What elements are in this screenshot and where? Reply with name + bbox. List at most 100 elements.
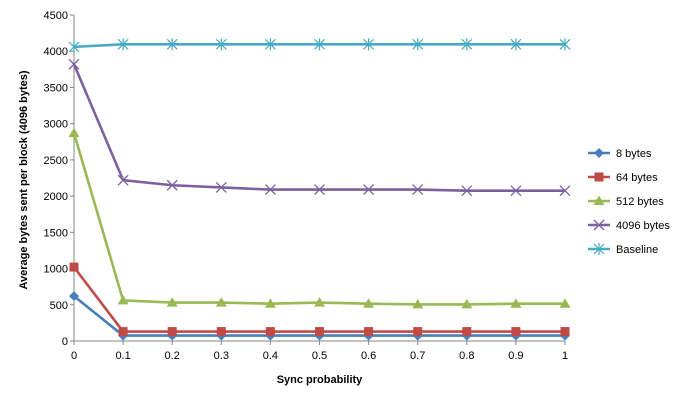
data-point	[264, 184, 276, 196]
series-baseline	[68, 38, 571, 53]
legend-swatch-marker	[593, 195, 605, 205]
y-tick-label: 3000	[44, 119, 68, 131]
x-marker-stroke	[68, 58, 80, 70]
y-axis-title: Average bytes sent per block (4096 bytes…	[18, 70, 30, 289]
data-point	[560, 327, 570, 337]
x-marker-stroke	[363, 184, 375, 196]
data-point	[215, 38, 227, 51]
legend-item-8-bytes: 8 bytes	[588, 148, 652, 160]
x-marker-stroke	[412, 184, 424, 196]
data-point	[511, 327, 521, 337]
x-tick-label: 0.9	[508, 350, 523, 362]
legend-label: 4096 bytes	[616, 220, 670, 232]
x-marker-stroke	[593, 219, 605, 231]
data-point	[166, 179, 178, 191]
data-point	[461, 38, 473, 51]
x-marker-stroke	[510, 185, 522, 197]
series-512-bytes	[68, 127, 571, 309]
data-point	[363, 298, 375, 308]
data-point	[117, 174, 129, 186]
legend-item-512-bytes: 512 bytes	[588, 195, 664, 208]
series-64-bytes	[69, 262, 570, 337]
data-point	[413, 327, 423, 337]
legend-label: 8 bytes	[616, 148, 652, 160]
series-line	[72, 132, 565, 306]
data-point	[461, 298, 473, 309]
data-point	[364, 327, 374, 337]
legend-item-4096-bytes: 4096 bytes	[588, 219, 670, 232]
x-axis-title: Sync probability	[277, 374, 363, 386]
data-point	[315, 327, 324, 337]
legend-swatch-marker	[593, 219, 605, 231]
legend-item-baseline: Baseline	[588, 243, 658, 256]
data-point	[462, 327, 472, 337]
x-tick-label: 0.7	[410, 350, 425, 362]
x-tick-label: 0.6	[361, 350, 376, 362]
data-point	[314, 38, 325, 51]
data-point	[68, 127, 80, 138]
data-point	[118, 327, 128, 337]
data-point	[461, 185, 473, 197]
x-tick-label: 0.8	[459, 350, 474, 362]
data-point	[216, 327, 226, 337]
y-tick-label: 2500	[44, 155, 68, 167]
series-4096-bytes	[68, 58, 571, 197]
y-tick-label: 2000	[44, 191, 68, 203]
data-point	[69, 291, 79, 302]
data-point	[264, 38, 276, 51]
data-point	[363, 184, 375, 196]
y-tick-label: 500	[50, 300, 68, 312]
data-point	[363, 38, 375, 51]
x-marker-stroke	[166, 179, 178, 191]
x-tick-label: 0.2	[165, 350, 180, 362]
x-tick-label: 1	[562, 350, 568, 362]
x-marker-stroke	[117, 174, 129, 186]
data-point	[314, 184, 325, 196]
data-point	[166, 297, 178, 307]
data-point	[117, 294, 129, 305]
data-point	[412, 184, 424, 196]
x-marker-stroke	[559, 185, 571, 197]
x-tick-label: 0.4	[263, 350, 278, 362]
data-point	[559, 38, 571, 51]
x-tick-label: 0	[71, 350, 77, 362]
x-marker-stroke	[461, 185, 473, 197]
data-point	[215, 181, 227, 193]
y-tick-label: 4000	[44, 46, 68, 58]
data-point	[412, 298, 424, 309]
x-marker-stroke	[215, 181, 227, 193]
data-point	[68, 58, 80, 70]
legend-label: Baseline	[616, 244, 658, 256]
data-point	[559, 185, 571, 197]
legend-label: 512 bytes	[616, 196, 664, 208]
data-point	[69, 262, 79, 272]
data-point	[68, 40, 80, 53]
y-tick-label: 1000	[44, 264, 68, 276]
data-point	[510, 185, 522, 197]
legend-label: 64 bytes	[616, 172, 658, 184]
data-point	[264, 298, 276, 308]
y-tick-label: 1500	[44, 227, 68, 239]
data-point	[510, 298, 522, 308]
data-point	[314, 297, 325, 307]
series-lines	[68, 38, 571, 341]
data-point	[559, 298, 571, 308]
x-tick-label: 0.1	[115, 350, 130, 362]
data-point	[167, 327, 177, 337]
y-tick-label: 3500	[44, 82, 68, 94]
data-point	[166, 38, 178, 51]
legend-swatch-marker	[594, 172, 604, 182]
data-point	[265, 327, 275, 337]
legend-swatch-marker	[593, 243, 605, 255]
data-point	[412, 38, 424, 51]
legend: 8 bytes 64 bytes 512 bytes 4096 bytes Baseli…	[588, 148, 670, 256]
y-tick-label: 0	[62, 336, 68, 348]
x-marker-stroke	[264, 184, 276, 196]
data-point	[117, 38, 129, 51]
series-line	[72, 63, 565, 192]
legend-swatch-marker	[594, 148, 604, 158]
y-tick-label: 4500	[44, 10, 68, 22]
legend-item-64-bytes: 64 bytes	[588, 172, 658, 184]
